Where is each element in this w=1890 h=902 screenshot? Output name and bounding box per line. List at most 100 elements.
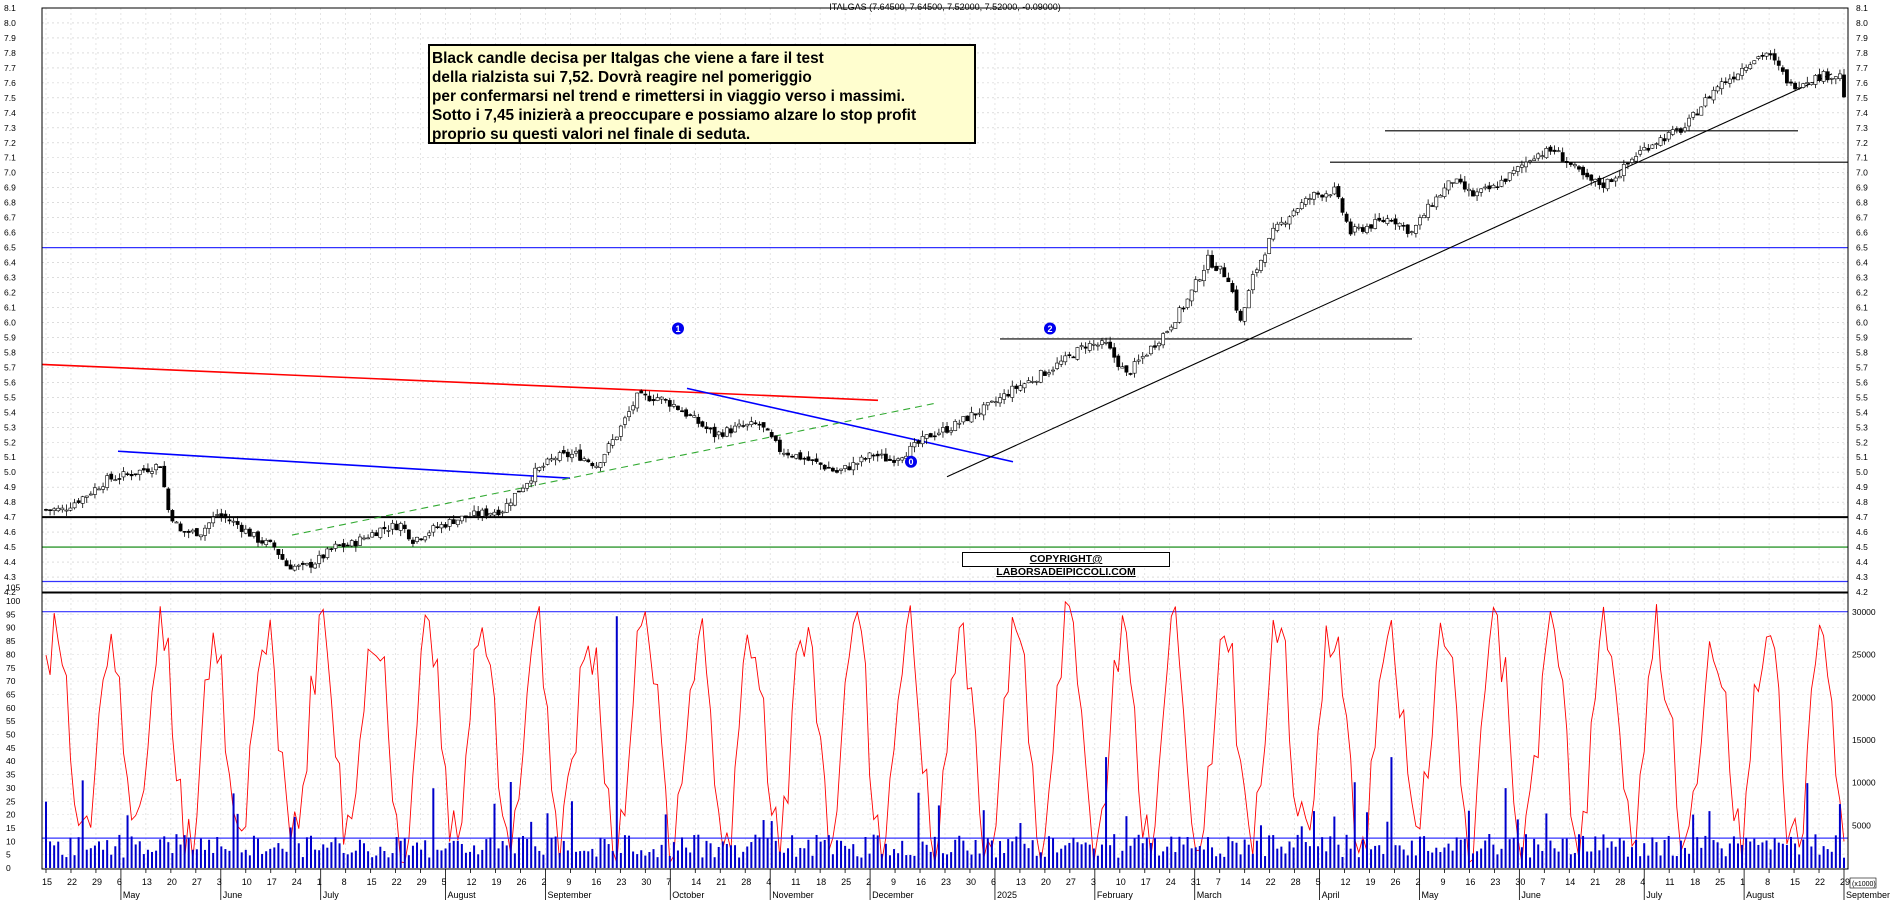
candle-body: [476, 511, 481, 517]
candle-body: [798, 452, 803, 460]
candle-body: [1833, 76, 1838, 80]
candle-body: [1414, 225, 1418, 234]
candle-body: [341, 543, 346, 547]
candle-body: [712, 426, 717, 438]
candle-body: [182, 531, 187, 533]
candle-body: [794, 454, 799, 459]
candle-body: [247, 528, 252, 537]
candle-body: [684, 409, 689, 417]
candle-body: [777, 439, 782, 452]
price-tick-label-right: 4.3: [1856, 572, 1868, 582]
candle-body: [1226, 277, 1231, 283]
price-tick-label-left: 6.5: [4, 243, 16, 253]
candle-body: [1018, 385, 1023, 391]
x-day-label: 14: [691, 877, 701, 887]
candle-body: [406, 529, 411, 540]
candle-body: [1813, 75, 1818, 85]
oscillator-tick-label: 90: [6, 623, 16, 633]
x-day-label: 28: [741, 877, 751, 887]
candle-body: [1809, 82, 1814, 86]
price-tick-label-right: 4.7: [1856, 512, 1868, 522]
candle-body: [1006, 393, 1011, 397]
volume-tick-label: 25000: [1852, 650, 1876, 660]
x-month-label: September: [547, 890, 591, 900]
candle-body: [761, 422, 766, 428]
price-tick-label-right: 7.0: [1856, 168, 1868, 178]
trend-lines: [41, 73, 1833, 536]
price-tick-label-left: 7.7: [4, 63, 16, 73]
x-day-label: 12: [1341, 877, 1351, 887]
x-day-label: 31: [1191, 877, 1201, 887]
candle-body: [1674, 128, 1679, 130]
oscillator-tick-label: 15: [6, 823, 16, 833]
candle-body: [1185, 298, 1190, 308]
candle-body: [101, 486, 105, 490]
candle-body: [1666, 132, 1671, 140]
candle-body: [84, 495, 89, 498]
price-tick-label-left: 5.5: [4, 392, 16, 402]
candle-body: [773, 435, 778, 441]
candle-body: [1609, 179, 1614, 183]
candle-body: [288, 564, 293, 570]
price-tick-label-left: 5.8: [4, 347, 16, 357]
candle-body: [676, 405, 680, 410]
x-day-label: 28: [1291, 877, 1301, 887]
blue-downtrend-line-1: [117, 450, 571, 479]
candle-body: [1691, 112, 1696, 118]
candle-body: [1772, 53, 1777, 61]
volume-bars: [42, 616, 1848, 868]
candle-body: [924, 434, 929, 439]
candle-body: [753, 422, 758, 425]
candle-body: [166, 488, 171, 510]
candle-body: [1768, 53, 1773, 56]
oscillator-tick-label: 25: [6, 796, 16, 806]
candle-body: [949, 430, 954, 433]
x-day-label: 29: [1840, 877, 1850, 887]
oscillator-tick-label: 80: [6, 649, 16, 659]
candle-body: [276, 549, 281, 555]
candle-body: [1780, 67, 1785, 72]
price-tick-label-left: 7.5: [4, 93, 16, 103]
candle-body: [663, 399, 668, 401]
candle-body: [1026, 380, 1031, 384]
candle-body: [851, 462, 856, 471]
candle-body: [733, 425, 737, 433]
red-resistance-trendline: [41, 363, 879, 402]
candle-body: [1479, 188, 1484, 193]
wave-markers: 1 0 2: [672, 322, 1056, 468]
x-day-label: 24: [292, 877, 302, 887]
price-tick-label-left: 7.9: [4, 33, 16, 43]
x-day-label: 22: [67, 877, 77, 887]
candle-body: [309, 562, 313, 568]
price-tick-label-left: 4.5: [4, 542, 16, 552]
x-day-label: 19: [492, 877, 502, 887]
candle-body: [1760, 54, 1765, 57]
price-tick-label-right: 4.4: [1856, 557, 1868, 567]
candle-body: [1136, 359, 1141, 362]
price-tick-label-left: 7.3: [4, 123, 16, 133]
candle-body: [847, 466, 852, 471]
candle-body: [1560, 152, 1565, 162]
price-tick-label-right: 5.7: [1856, 362, 1868, 372]
candle-body: [1405, 224, 1410, 234]
price-tick-label-right: 5.5: [1856, 392, 1868, 402]
candle-body: [859, 456, 864, 463]
x-day-label: 30: [641, 877, 651, 887]
candle-body: [329, 548, 334, 550]
candle-body: [178, 523, 183, 532]
candle-body: [280, 554, 285, 560]
x-day-label: 5: [442, 877, 447, 887]
candle-body: [1128, 373, 1133, 375]
price-tick-label-left: 5.0: [4, 467, 16, 477]
candle-body: [729, 428, 733, 434]
annotation-box: Black candle decisa per Italgas che vien…: [428, 44, 976, 144]
oscillator-series: [42, 600, 1848, 865]
candle-body: [1022, 383, 1027, 389]
candle-body: [920, 436, 925, 445]
x-day-label: 4: [1640, 877, 1645, 887]
candle-body: [431, 525, 436, 533]
candle-body: [313, 563, 317, 569]
candle-body: [651, 399, 656, 402]
oscillator-tick-label: 85: [6, 636, 16, 646]
price-tick-label-left: 4.2: [4, 587, 16, 597]
